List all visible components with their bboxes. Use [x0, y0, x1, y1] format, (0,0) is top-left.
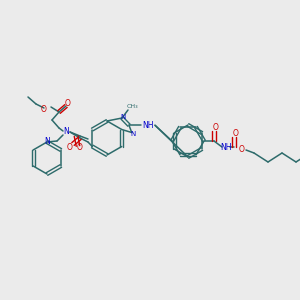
Text: N: N: [44, 136, 50, 146]
Text: N: N: [130, 130, 135, 136]
Text: O: O: [65, 98, 71, 107]
Text: NH: NH: [142, 121, 154, 130]
Text: NH: NH: [220, 142, 232, 152]
Text: O: O: [239, 146, 245, 154]
Text: N: N: [120, 114, 126, 120]
Text: CH₃: CH₃: [126, 103, 138, 109]
Text: N: N: [63, 128, 69, 136]
Text: O: O: [41, 104, 47, 113]
Text: O: O: [67, 143, 73, 152]
Text: O: O: [213, 122, 219, 131]
Text: O: O: [77, 143, 83, 152]
Text: O: O: [233, 130, 239, 139]
